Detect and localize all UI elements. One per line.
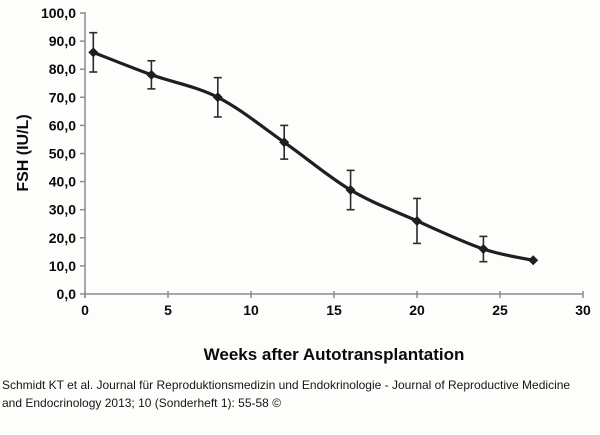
data-point <box>345 185 356 196</box>
x-axis-title: Weeks after Autotransplantation <box>203 345 465 364</box>
chart-area: 0,0 10,0 20,0 30,0 40,0 50,0 60,0 70,0 80,0 90,0 1… <box>15 5 591 364</box>
data-point <box>528 255 539 266</box>
data-point <box>412 215 422 226</box>
data-point <box>146 69 157 80</box>
y-tick-label: 90,0 <box>49 33 76 49</box>
x-axis-ticks: 0 5 10 15 20 25 30 <box>81 291 591 318</box>
y-tick-label: 70,0 <box>49 89 76 105</box>
y-tick-label: 30,0 <box>49 202 76 218</box>
y-axis-title: FSH (IU/L) <box>15 114 32 192</box>
citation-caption: Schmidt KT et al. Journal für Reprodukti… <box>2 376 598 412</box>
data-point <box>478 244 489 255</box>
x-tick-label: 0 <box>81 302 89 318</box>
fsh-series-line <box>91 50 535 262</box>
y-tick-label: 20,0 <box>49 230 76 246</box>
y-tick-label: 0,0 <box>57 286 77 302</box>
x-tick-label: 25 <box>492 302 508 318</box>
data-point-markers <box>88 47 539 266</box>
y-axis-ticks: 0,0 10,0 20,0 30,0 40,0 50,0 60,0 70,0 80,0 90,0 1… <box>41 5 85 302</box>
y-tick-label: 10,0 <box>49 258 76 274</box>
y-tick-label: 50,0 <box>49 146 76 162</box>
data-point <box>212 92 223 103</box>
data-point <box>279 137 290 148</box>
error-bars <box>89 31 488 263</box>
data-point <box>88 47 99 58</box>
citation-line-1: Schmidt KT et al. Journal für Reprodukti… <box>2 378 571 392</box>
y-tick-label: 100,0 <box>41 5 76 21</box>
y-tick-label: 60,0 <box>49 117 76 133</box>
x-tick-label: 15 <box>326 302 342 318</box>
y-tick-label: 40,0 <box>49 174 76 190</box>
x-tick-label: 20 <box>409 302 425 318</box>
y-tick-label: 80,0 <box>49 61 76 77</box>
x-tick-label: 30 <box>575 302 591 318</box>
x-tick-label: 10 <box>243 302 259 318</box>
citation-line-2: and Endocrinology 2013; 10 (Sonderheft 1… <box>2 396 282 410</box>
x-tick-label: 5 <box>164 302 172 318</box>
fsh-line-chart: 0,0 10,0 20,0 30,0 40,0 50,0 60,0 70,0 80,0 90,0 1… <box>41 5 591 318</box>
